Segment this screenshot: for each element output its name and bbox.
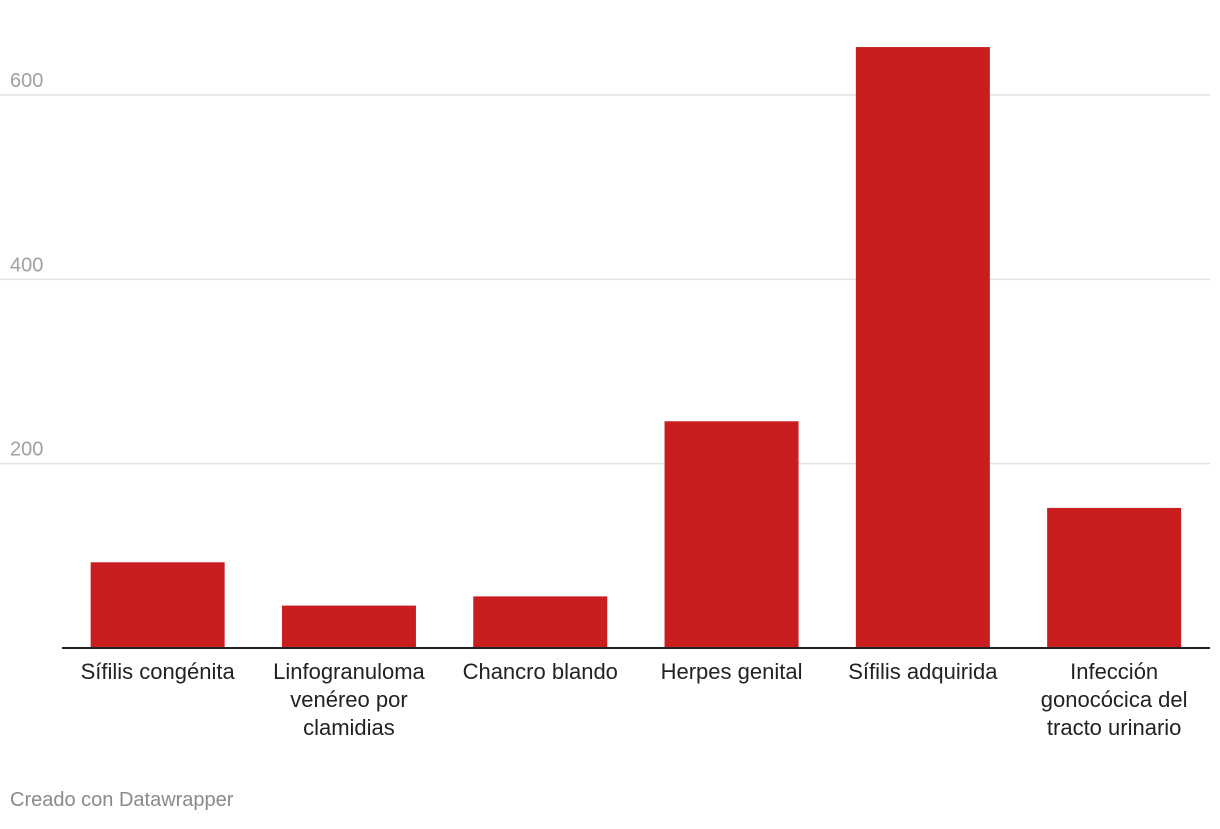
x-category-label-line: Infección xyxy=(1070,659,1158,684)
y-tick-label-400: 400 xyxy=(10,254,43,276)
x-category-label-line: venéreo por xyxy=(290,687,407,712)
x-category-label-5: Sífilis adquirida xyxy=(848,659,998,684)
x-category-label-3: Chancro blando xyxy=(463,659,618,684)
y-axis-ticks: 200 400 600 xyxy=(10,70,43,461)
x-category-label-line: Sífilis adquirida xyxy=(848,659,998,684)
y-tick-label-600: 600 xyxy=(10,70,43,92)
bar-4 xyxy=(664,421,799,648)
credit-text: Creado con Datawrapper xyxy=(10,789,234,811)
x-category-label-line: Linfogranuloma xyxy=(273,659,425,684)
x-category-label-4: Herpes genital xyxy=(661,659,803,684)
x-category-label-2: Linfogranuloma venéreo por clamidias xyxy=(273,659,425,740)
x-axis-labels: Sífilis congénita Linfogranuloma venéreo p… xyxy=(81,659,1188,740)
x-category-label-1: Sífilis congénita xyxy=(81,659,236,684)
bar-2 xyxy=(281,605,416,648)
x-category-label-line: Sífilis congénita xyxy=(81,659,236,684)
bar-6 xyxy=(1047,507,1182,648)
x-category-label-line: Chancro blando xyxy=(463,659,618,684)
x-category-label-6: Infección gonocócica del tracto urinario xyxy=(1041,659,1188,740)
gridlines xyxy=(0,94,1210,465)
x-category-label-line: Herpes genital xyxy=(661,659,803,684)
bars xyxy=(90,47,1182,648)
bar-1 xyxy=(90,562,225,648)
x-category-label-line: tracto urinario xyxy=(1047,715,1182,740)
bar-5 xyxy=(855,47,990,648)
y-tick-label-200: 200 xyxy=(10,439,43,461)
x-category-label-line: clamidias xyxy=(303,715,395,740)
bar-3 xyxy=(473,596,608,648)
x-category-label-line: gonocócica del xyxy=(1041,687,1188,712)
